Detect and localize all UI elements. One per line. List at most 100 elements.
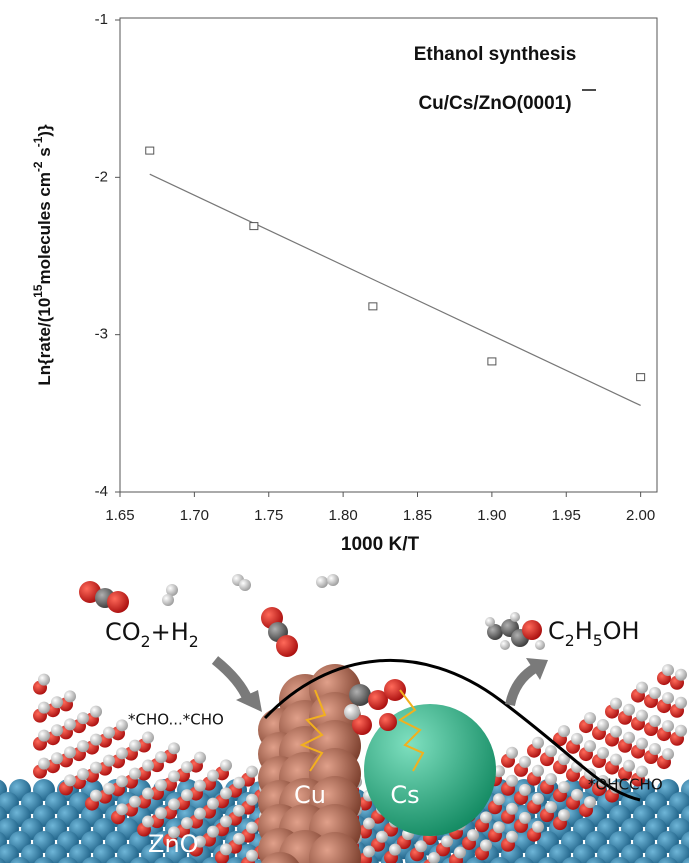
y-axis-label: Ln{rate/(1015molecules cm-2 s-1)} xyxy=(31,124,54,386)
cu-label: Cu xyxy=(294,781,326,809)
atom xyxy=(376,830,388,843)
atom xyxy=(103,754,115,767)
atom xyxy=(545,745,557,758)
atom xyxy=(558,781,570,794)
atom xyxy=(168,742,180,755)
cs-label: Cs xyxy=(390,781,419,809)
atom xyxy=(571,788,583,801)
reactants-label: CO2+H2 xyxy=(105,618,199,651)
y-tick-label: -1 xyxy=(95,11,108,28)
atom xyxy=(389,843,401,856)
x-tick-label: 2.00 xyxy=(626,507,655,524)
atom xyxy=(675,696,687,709)
atom xyxy=(623,703,635,716)
atom xyxy=(584,796,596,809)
atom xyxy=(0,844,19,863)
chart-title: Ethanol synthesis xyxy=(414,44,577,65)
atom xyxy=(493,821,505,834)
atom xyxy=(363,845,375,858)
atom xyxy=(493,793,505,806)
data-point xyxy=(487,357,497,366)
text-run: molecules cm xyxy=(35,172,54,284)
atom xyxy=(480,811,492,824)
atom xyxy=(90,789,102,802)
atom xyxy=(116,719,128,732)
atom xyxy=(682,857,689,863)
atom xyxy=(90,761,102,774)
atom xyxy=(207,769,219,782)
atom xyxy=(558,753,570,766)
atom xyxy=(636,765,648,778)
atom xyxy=(669,844,689,863)
atom xyxy=(532,792,544,805)
atom xyxy=(93,844,115,863)
atom xyxy=(233,804,245,817)
atom xyxy=(510,612,520,622)
atom xyxy=(623,759,635,772)
atom xyxy=(246,821,258,834)
plot-frame xyxy=(119,17,658,493)
x-tick-label: 1.90 xyxy=(477,507,506,524)
atom xyxy=(658,857,678,863)
atom xyxy=(525,844,547,863)
atom xyxy=(584,740,596,753)
chart-subtitle: Cu/Cs/ZnO(0001) xyxy=(418,93,571,114)
atom xyxy=(129,739,141,752)
atom xyxy=(349,684,371,706)
atom xyxy=(51,752,63,765)
atom xyxy=(519,811,531,824)
atom xyxy=(363,817,375,830)
atom xyxy=(0,857,6,863)
atom xyxy=(441,835,453,848)
atom xyxy=(662,692,674,705)
atom xyxy=(220,759,232,772)
atom xyxy=(649,743,661,756)
data-point xyxy=(249,222,259,231)
arrow-head xyxy=(526,658,548,680)
atom xyxy=(38,757,50,770)
atom xyxy=(106,857,126,863)
atom xyxy=(428,852,440,863)
atom xyxy=(276,635,298,657)
atom xyxy=(514,857,534,863)
atom xyxy=(467,829,479,842)
atom xyxy=(165,844,187,863)
atom xyxy=(636,709,648,722)
atom xyxy=(535,640,545,650)
atom xyxy=(77,712,89,725)
text-run: s xyxy=(35,147,54,161)
atom xyxy=(34,857,54,863)
atom xyxy=(116,803,128,816)
atom xyxy=(480,839,492,852)
atom xyxy=(545,801,557,814)
atom xyxy=(181,817,193,830)
atom xyxy=(636,681,648,694)
atom xyxy=(621,844,643,863)
atom xyxy=(519,755,531,768)
atom xyxy=(246,765,258,778)
atom xyxy=(246,849,258,862)
atom xyxy=(454,846,466,859)
atom xyxy=(675,724,687,737)
atom xyxy=(64,718,76,731)
atom xyxy=(168,826,180,839)
atom xyxy=(675,668,687,681)
x-tick-label: 1.85 xyxy=(403,507,432,524)
x-tick-label: 1.95 xyxy=(552,507,581,524)
atom xyxy=(610,857,630,863)
atom xyxy=(532,736,544,749)
atom xyxy=(506,774,518,787)
atom xyxy=(500,640,510,650)
atom xyxy=(116,775,128,788)
atom xyxy=(45,844,67,863)
atom xyxy=(558,725,570,738)
atom xyxy=(168,798,180,811)
atom xyxy=(194,807,206,820)
atom xyxy=(623,731,635,744)
atom xyxy=(597,747,609,760)
text-run: H xyxy=(575,617,593,645)
atom xyxy=(506,830,518,843)
atom xyxy=(636,737,648,750)
